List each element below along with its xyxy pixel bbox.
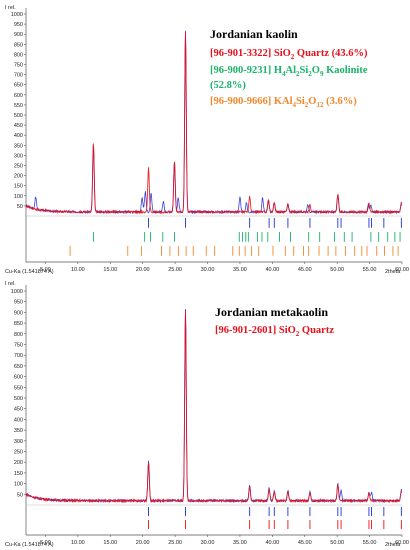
y-tick-label: 200 <box>14 174 23 180</box>
x-tick-label: 60.00 <box>395 267 409 273</box>
top-xaxis-label: 2theta <box>385 269 401 275</box>
y-tick-label: 200 <box>14 460 23 466</box>
x-tick-label: 25.00 <box>168 540 182 546</box>
y-tick-label: 500 <box>14 113 23 119</box>
x-tick-label: 30.00 <box>201 267 215 273</box>
y-tick-label: 500 <box>14 396 23 402</box>
x-tick-label: 40.00 <box>265 267 279 273</box>
x-tick-label: 5.00 <box>40 267 51 273</box>
series-line <box>25 308 403 504</box>
bottom-legend-entry-quartz: [96-901-2601] SiO2 Quartz <box>215 325 334 338</box>
x-tick-label: 15.00 <box>103 267 117 273</box>
series-line <box>25 310 403 504</box>
y-tick-label: 850 <box>14 321 23 327</box>
bottom-source-label: Cu-Ka (1.541874 A) <box>5 542 54 548</box>
x-tick-label: 40.00 <box>265 540 279 546</box>
y-tick-label: 150 <box>14 184 23 190</box>
y-tick-label: 850 <box>14 42 23 48</box>
top-legend-entry-quartz: [96-901-3322] SiO2 Quartz (43.6%) <box>210 48 368 61</box>
y-tick-label: 300 <box>14 439 23 445</box>
y-tick-label: 700 <box>14 73 23 79</box>
plot-layer: 50 100 150 200 250 300 350 400 450 500 550 600 650 70… <box>11 8 409 546</box>
y-tick-label: 350 <box>14 428 23 434</box>
y-tick-label: 700 <box>14 353 23 359</box>
x-tick-label: 45.00 <box>298 540 312 546</box>
x-tick-label: 50.00 <box>330 267 344 273</box>
y-tick-label: 100 <box>14 482 23 488</box>
y-tick-label: 600 <box>14 375 23 381</box>
top-legend-entry-kaolinite-percent: (52.8%) <box>210 80 246 91</box>
x-tick-label: 25.00 <box>168 267 182 273</box>
y-tick-label: 1000 <box>11 289 23 295</box>
y-tick-label: 50 <box>17 204 23 210</box>
y-tick-label: 650 <box>14 364 23 370</box>
y-tick-label: 150 <box>14 471 23 477</box>
y-tick-label: 400 <box>14 417 23 423</box>
y-tick-label: 950 <box>14 300 23 306</box>
y-tick-label: 550 <box>14 103 23 109</box>
y-tick-label: 250 <box>14 450 23 456</box>
top-legend-title: Jordanian kaolin <box>210 27 298 41</box>
top-yaxis-label: I rel. <box>5 5 16 11</box>
y-tick-label: 750 <box>14 63 23 69</box>
x-tick-label: 35.00 <box>233 267 247 273</box>
y-tick-label: 50 <box>17 492 23 498</box>
x-tick-label: 15.00 <box>103 540 117 546</box>
bottom-legend-title: Jordanian metakaolin <box>215 305 328 319</box>
y-tick-label: 350 <box>14 143 23 149</box>
y-tick-label: 1000 <box>11 12 23 18</box>
top-source-label: Cu-Ka (1.541874 A) <box>5 269 54 275</box>
x-tick-label: 20.00 <box>136 540 150 546</box>
bottom-yaxis-label: I rel. <box>5 281 16 287</box>
y-tick-label: 600 <box>14 93 23 99</box>
y-tick-label: 900 <box>14 310 23 316</box>
x-tick-label: 60.00 <box>395 540 409 546</box>
x-tick-label: 35.00 <box>233 540 247 546</box>
series-line <box>25 31 403 215</box>
x-tick-label: 55.00 <box>363 540 377 546</box>
x-tick-label: 55.00 <box>363 267 377 273</box>
y-tick-label: 900 <box>14 32 23 38</box>
y-tick-label: 800 <box>14 52 23 58</box>
y-tick-label: 450 <box>14 407 23 413</box>
x-tick-label: 10.00 <box>71 540 85 546</box>
y-tick-label: 650 <box>14 83 23 89</box>
y-tick-label: 450 <box>14 123 23 129</box>
top-legend-entry-kaolinite: [96-900-9231] H4Al2Si2O9 Kaolinite <box>210 65 368 78</box>
y-tick-label: 550 <box>14 385 23 391</box>
y-tick-label: 750 <box>14 343 23 349</box>
top-legend-entry-kal4si2o12: [96-900-9666] KAl4Si2O12 (3.6%) <box>210 96 357 109</box>
y-tick-label: 250 <box>14 164 23 170</box>
x-tick-label: 10.00 <box>71 267 85 273</box>
y-tick-label: 950 <box>14 22 23 28</box>
x-tick-label: 30.00 <box>201 540 215 546</box>
y-tick-label: 400 <box>14 133 23 139</box>
x-tick-label: 20.00 <box>136 267 150 273</box>
x-tick-label: 5.00 <box>40 540 51 546</box>
y-tick-label: 300 <box>14 153 23 159</box>
y-tick-label: 800 <box>14 332 23 338</box>
bottom-xaxis-label: 2theta <box>385 542 401 548</box>
x-tick-label: 50.00 <box>330 540 344 546</box>
x-tick-label: 45.00 <box>298 267 312 273</box>
y-tick-label: 100 <box>14 194 23 200</box>
